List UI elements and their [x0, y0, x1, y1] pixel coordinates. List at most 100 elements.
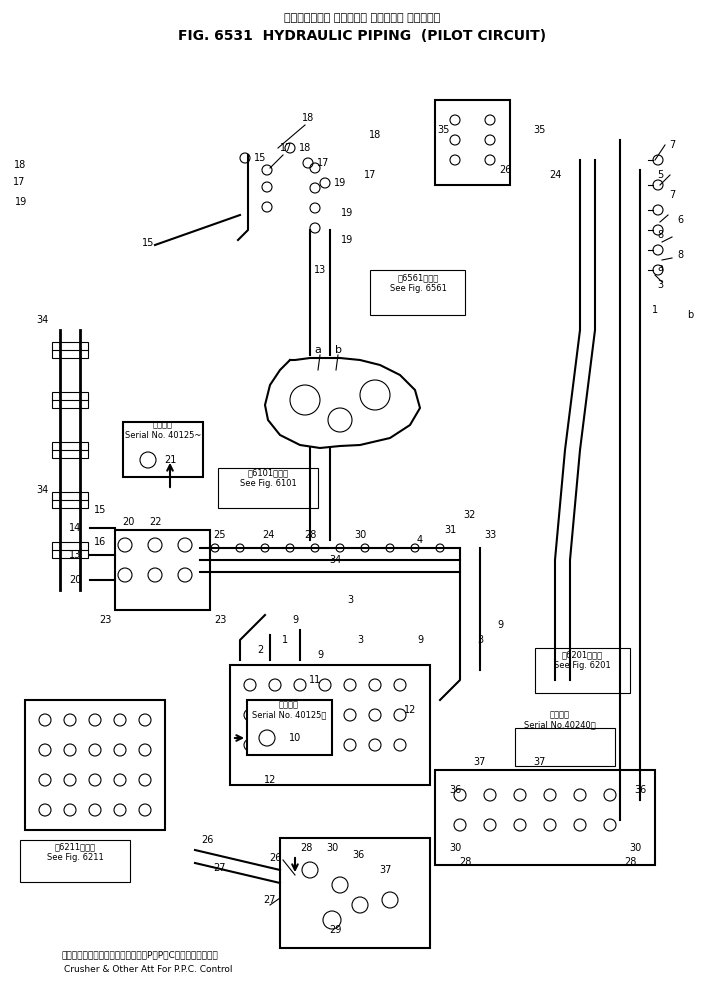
Text: 26: 26: [269, 853, 281, 863]
Bar: [20, 840, 130, 882]
Bar: [435, 770, 655, 865]
Text: 31: 31: [444, 525, 456, 535]
Bar: [115, 530, 210, 610]
Text: 13: 13: [69, 550, 81, 560]
Text: 36: 36: [449, 785, 461, 795]
Bar: [52, 442, 88, 458]
Text: 28: 28: [459, 857, 471, 867]
Text: 第6211図参照
See Fig. 6211: 第6211図参照 See Fig. 6211: [46, 842, 103, 862]
Text: 19: 19: [15, 197, 27, 207]
Text: 37: 37: [534, 757, 546, 767]
Text: 18: 18: [14, 160, 26, 170]
Text: 7: 7: [669, 140, 675, 150]
Bar: [247, 700, 332, 755]
Text: 9: 9: [497, 620, 503, 630]
Bar: [535, 648, 630, 693]
Bar: [52, 342, 88, 358]
Text: 12: 12: [264, 775, 276, 785]
Text: b: b: [335, 345, 341, 355]
Bar: [435, 100, 510, 185]
Bar: [52, 492, 88, 508]
Text: 34: 34: [36, 485, 48, 495]
Text: 14: 14: [69, 523, 81, 533]
Text: 34: 34: [329, 555, 341, 565]
Text: 19: 19: [341, 235, 353, 245]
Text: 23: 23: [99, 615, 111, 625]
Text: 3: 3: [347, 595, 353, 605]
Bar: [52, 542, 88, 558]
Bar: [218, 468, 318, 508]
Bar: [230, 665, 430, 785]
Text: 第6561図参照
See Fig. 6561: 第6561図参照 See Fig. 6561: [390, 273, 446, 293]
Text: 19: 19: [334, 178, 346, 188]
Text: 3: 3: [477, 635, 483, 645]
Text: 17: 17: [364, 170, 376, 180]
Text: 30: 30: [326, 843, 338, 853]
Text: 15: 15: [94, 505, 106, 515]
Text: 2: 2: [257, 645, 263, 655]
Text: 8: 8: [657, 230, 663, 240]
Text: 5: 5: [657, 170, 663, 180]
Text: 22: 22: [149, 517, 161, 527]
Text: 9: 9: [417, 635, 423, 645]
Text: 6: 6: [677, 215, 683, 225]
Text: 23: 23: [214, 615, 226, 625]
Text: 18: 18: [369, 130, 381, 140]
Text: a: a: [657, 263, 663, 273]
Text: 1: 1: [652, 305, 658, 315]
Text: 8: 8: [677, 250, 683, 260]
Bar: [515, 728, 615, 766]
Text: b: b: [687, 310, 693, 320]
Text: 34: 34: [36, 315, 48, 325]
Bar: [52, 392, 88, 408]
Text: 20: 20: [121, 517, 134, 527]
Bar: [25, 700, 165, 830]
Text: 36: 36: [352, 850, 364, 860]
Text: 30: 30: [354, 530, 366, 540]
Text: 28: 28: [300, 843, 312, 853]
Text: 10: 10: [289, 733, 301, 743]
Text: 27: 27: [214, 863, 226, 873]
Text: 32: 32: [464, 510, 476, 520]
Text: 21: 21: [164, 455, 176, 465]
Bar: [370, 270, 465, 315]
Text: クラッシャ＆アザーアタッチメントP．P．C．コントロール用: クラッシャ＆アザーアタッチメントP．P．C．コントロール用: [61, 950, 218, 959]
Text: 24: 24: [549, 170, 561, 180]
Text: Crusher & Other Att For P.P.C. Control: Crusher & Other Att For P.P.C. Control: [64, 965, 232, 974]
Text: 第6201図参照
See Fig. 6201: 第6201図参照 See Fig. 6201: [554, 650, 610, 669]
Text: 24: 24: [262, 530, 274, 540]
Text: 27: 27: [264, 895, 276, 905]
Text: 17: 17: [317, 158, 329, 168]
Text: 30: 30: [629, 843, 641, 853]
Text: 17: 17: [13, 177, 25, 187]
Text: 11: 11: [309, 675, 321, 685]
Text: a: a: [315, 345, 322, 355]
Text: 適用号機
Serial No. 40125〜: 適用号機 Serial No. 40125〜: [252, 700, 326, 720]
Text: 37: 37: [379, 865, 391, 875]
Text: 29: 29: [329, 925, 341, 935]
Text: 28: 28: [624, 857, 636, 867]
Text: 15: 15: [142, 238, 154, 248]
Text: 19: 19: [341, 208, 353, 218]
Text: 1: 1: [282, 635, 288, 645]
Text: 18: 18: [299, 143, 311, 153]
Text: 15: 15: [254, 153, 266, 163]
Bar: [123, 422, 203, 477]
Text: 35: 35: [534, 125, 546, 135]
Text: 9: 9: [317, 650, 323, 660]
Text: 20: 20: [69, 575, 81, 585]
Text: 17: 17: [280, 143, 292, 153]
Text: 30: 30: [449, 843, 461, 853]
Text: FIG. 6531  HYDRAULIC PIPING  (PILOT CIRCUIT): FIG. 6531 HYDRAULIC PIPING (PILOT CIRCUI…: [178, 29, 546, 43]
Text: 7: 7: [669, 190, 675, 200]
Text: 適用号機
Serial No.40240〜: 適用号機 Serial No.40240〜: [524, 710, 596, 730]
Text: 33: 33: [484, 530, 496, 540]
Text: 37: 37: [474, 757, 486, 767]
Text: 3: 3: [657, 280, 663, 290]
Text: 35: 35: [437, 125, 449, 135]
Text: 12: 12: [404, 705, 416, 715]
Text: 4: 4: [417, 535, 423, 545]
Text: 26: 26: [499, 165, 511, 175]
Text: 18: 18: [302, 113, 314, 123]
Text: 28: 28: [304, 530, 316, 540]
